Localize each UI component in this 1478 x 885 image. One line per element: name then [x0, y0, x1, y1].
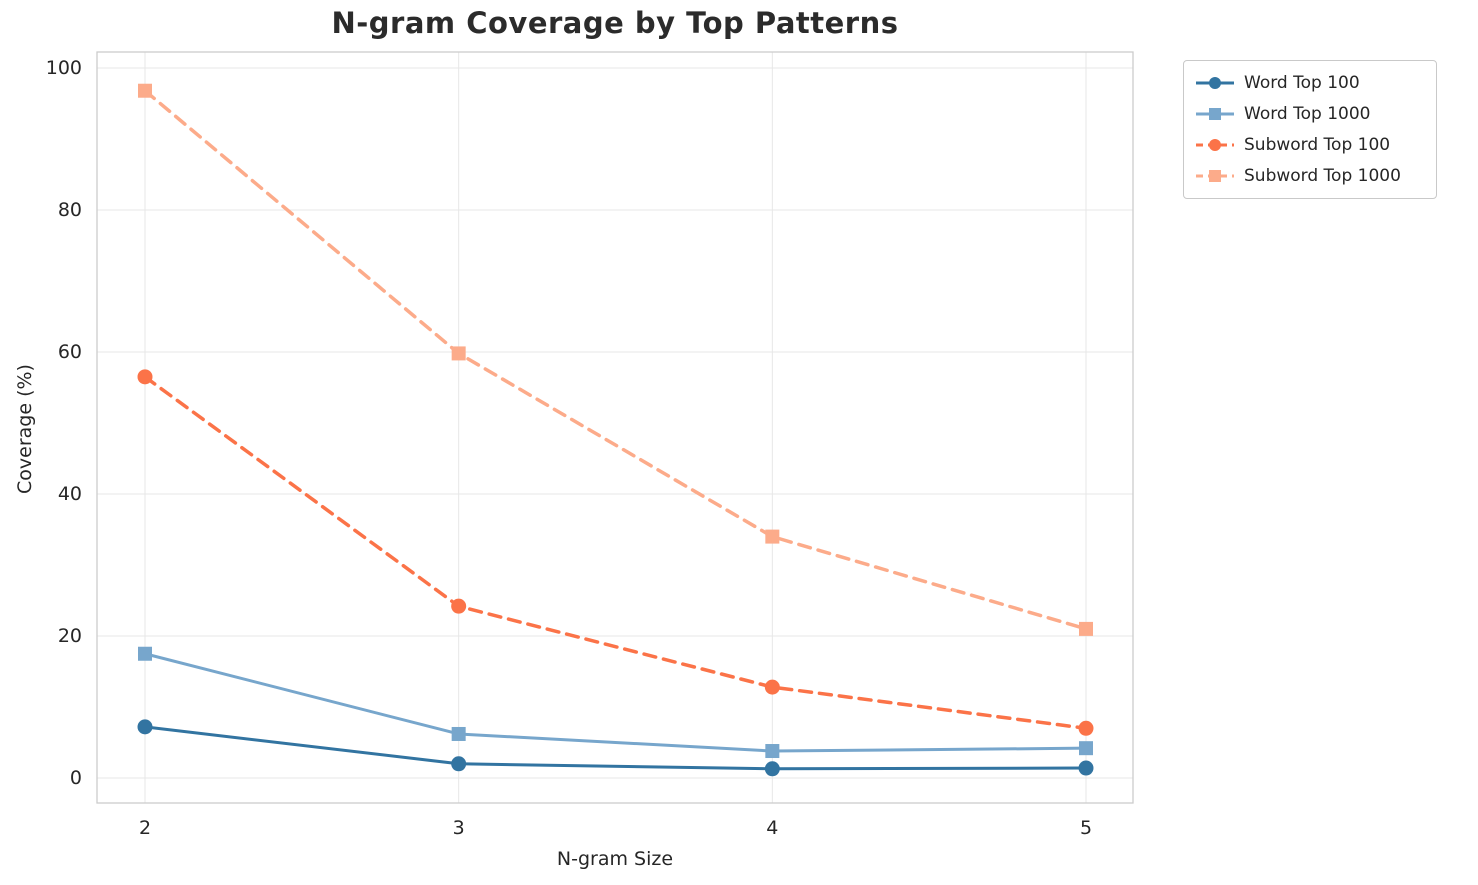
axis-tick-labels: 0 20 40 60 80 100 2 3 4 5	[46, 57, 1092, 839]
data-point-marker-icon	[451, 726, 466, 741]
data-point-marker-icon	[765, 529, 780, 544]
y-tick-label: 60	[58, 341, 82, 363]
y-tick-label: 0	[70, 767, 82, 789]
legend-item-word-top-1000: Word Top 1000	[1194, 103, 1424, 125]
series-word-top-1000	[138, 646, 1093, 759]
x-tick-label: 4	[766, 817, 778, 839]
legend-item-subword-top-1000: Subword Top 1000	[1194, 165, 1424, 187]
plot-border	[96, 51, 1134, 804]
series-line	[143, 652, 1088, 753]
legend-square-marker-icon	[1196, 108, 1234, 120]
legend-item-subword-top-100: Subword Top 100	[1194, 134, 1424, 156]
series-line	[143, 725, 1088, 771]
data-point-marker-icon	[1078, 760, 1094, 776]
y-tick-label: 100	[46, 57, 82, 79]
series-subword-top-1000	[138, 83, 1093, 636]
x-tick-label: 2	[139, 817, 151, 839]
y-axis-label: Coverage (%)	[14, 364, 36, 494]
legend-label: Word Top 1000	[1244, 104, 1371, 124]
legend-label: Subword Top 100	[1244, 135, 1391, 155]
data-point-marker-icon	[138, 83, 152, 98]
data-point-marker-icon	[1079, 621, 1093, 636]
data-point-marker-icon	[1078, 720, 1094, 736]
data-point-marker-icon	[764, 679, 780, 695]
legend-square-marker-icon	[1196, 170, 1234, 182]
y-tick-label: 40	[58, 483, 82, 505]
legend-label: Word Top 100	[1244, 73, 1360, 93]
chart-title: N-gram Coverage by Top Patterns	[331, 6, 899, 40]
x-tick-label: 3	[453, 817, 465, 839]
data-point-marker-icon	[765, 744, 780, 759]
y-tick-label: 80	[58, 199, 82, 221]
data-point-marker-icon	[1079, 741, 1093, 756]
legend-circle-marker-icon	[1196, 77, 1234, 89]
data-point-marker-icon	[451, 598, 467, 614]
legend: Word Top 100 Word Top 1000 Subword Top 100…	[1183, 60, 1437, 199]
data-point-marker-icon	[451, 756, 467, 772]
gridlines	[97, 52, 1133, 803]
x-tick-label: 5	[1080, 817, 1092, 839]
data-point-marker-icon	[451, 346, 466, 361]
legend-item-word-top-100: Word Top 100	[1194, 72, 1424, 94]
series-line	[143, 88, 1088, 631]
data-point-marker-icon	[137, 369, 153, 385]
x-axis-label: N-gram Size	[556, 848, 674, 870]
series-line	[143, 375, 1088, 731]
legend-label: Subword Top 1000	[1244, 166, 1401, 186]
legend-circle-marker-icon	[1196, 139, 1234, 151]
data-point-marker-icon	[138, 646, 152, 661]
series-word-top-100	[137, 719, 1094, 777]
series-subword-top-100	[137, 369, 1094, 736]
data-point-marker-icon	[137, 719, 153, 735]
y-tick-label: 20	[58, 625, 82, 647]
data-point-marker-icon	[764, 761, 780, 777]
